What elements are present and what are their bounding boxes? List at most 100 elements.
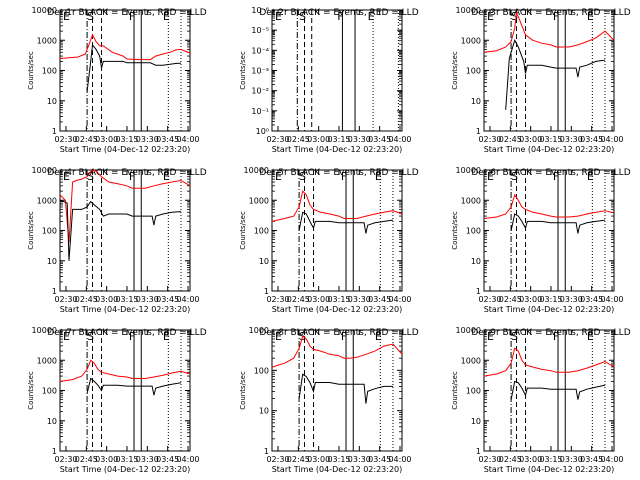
x-tick-label: 04:00 [600, 295, 623, 304]
x-tick-label: 03:15 [327, 295, 350, 304]
x-tick-label: 02:30 [478, 135, 501, 144]
x-tick-label: 03:45 [368, 295, 391, 304]
x-tick-label: 03:15 [539, 455, 562, 464]
x-axis-label: Start Time (04-Dec-12 02:23:20) [60, 145, 191, 154]
x-axis-label: Start Time (04-Dec-12 02:23:20) [484, 465, 615, 474]
x-tick-label: 03:45 [368, 455, 391, 464]
x-tick-label: 03:15 [327, 135, 350, 144]
x-tick-label: 02:45 [499, 455, 522, 464]
x-tick-label: 02:45 [499, 135, 522, 144]
series-events-line [510, 380, 606, 400]
marker-letter: S [511, 170, 518, 183]
marker-letter: E [163, 10, 170, 23]
x-tick-label: 04:00 [600, 455, 623, 464]
series-lld-line [59, 169, 191, 243]
corner-letter: E [487, 330, 494, 343]
y-axis-label: Counts/sec [27, 51, 35, 90]
x-tick-label: 03:00 [95, 455, 118, 464]
marker-letter: F [129, 170, 135, 183]
marker-letter: S [299, 170, 306, 183]
marker-letter: F [341, 330, 347, 343]
y-tick-label: 100 [466, 67, 481, 76]
series-events-line [298, 373, 393, 404]
marker-letter: S [87, 170, 94, 183]
marker-letter: F [129, 10, 135, 23]
x-axis-label: Start Time (04-Dec-12 02:23:20) [484, 305, 615, 314]
x-tick-label: 03:30 [560, 455, 583, 464]
x-axis-label: Start Time (04-Dec-12 02:23:20) [60, 465, 191, 474]
y-tick-label: 10 [259, 257, 269, 266]
x-tick-label: 03:00 [95, 295, 118, 304]
corner-letter: E [487, 170, 494, 183]
y-tick-label: 10⁻² [251, 87, 269, 96]
x-tick-label: 04:00 [600, 135, 623, 144]
plot-frame [59, 169, 191, 292]
y-tick-label: 100 [466, 227, 481, 236]
series-lld-line [271, 335, 403, 368]
y-axis-label: Counts/sec [27, 211, 35, 250]
panel-det-8: Det 8r BLACK = Events, RED = LLD11010010… [239, 326, 419, 474]
marker-letter: E [163, 330, 170, 343]
panel-det-4: Det 4r BLACK = Events, RED = LLD11010010… [27, 166, 207, 314]
y-tick-label: 10000 [32, 166, 57, 175]
series-lld-line [483, 11, 615, 53]
y-axis-label: Counts/sec [27, 371, 35, 410]
y-tick-label: 10⁻⁶ [251, 6, 269, 15]
y-tick-label: 10000 [456, 6, 481, 15]
x-tick-label: 04:00 [176, 135, 199, 144]
corner-letter: E [63, 170, 70, 183]
x-tick-label: 02:45 [287, 135, 310, 144]
marker-letter: F [341, 170, 347, 183]
marker-letter: S [87, 10, 94, 23]
y-tick-label: 100 [466, 387, 481, 396]
corner-letter: E [63, 10, 70, 23]
x-axis-label: Start Time (04-Dec-12 02:23:20) [272, 465, 403, 474]
series-lld-line [483, 193, 615, 219]
x-tick-label: 03:30 [560, 135, 583, 144]
x-tick-label: 04:00 [388, 135, 411, 144]
plot-frame [483, 169, 615, 292]
x-tick-label: 02:45 [75, 455, 98, 464]
panel-det-6: Det 6r BLACK = Events, RED = LLD11010010… [451, 166, 631, 314]
plot-frame [271, 329, 403, 452]
x-tick-label: 03:30 [348, 455, 371, 464]
x-tick-label: 03:15 [115, 135, 138, 144]
x-tick-label: 03:30 [348, 135, 371, 144]
x-tick-label: 02:30 [266, 135, 289, 144]
x-tick-label: 02:30 [54, 455, 77, 464]
y-tick-label: 1000 [37, 196, 57, 205]
x-tick-label: 04:00 [388, 295, 411, 304]
x-axis-label: Start Time (04-Dec-12 02:23:20) [272, 145, 403, 154]
y-tick-label: 1000 [37, 356, 57, 365]
plot-frame [59, 9, 191, 132]
x-tick-label: 02:30 [266, 295, 289, 304]
marker-letter: F [553, 10, 559, 23]
x-tick-label: 03:30 [348, 295, 371, 304]
y-tick-label: 1000 [461, 36, 481, 45]
series-events-line [86, 377, 182, 396]
y-tick-label: 10 [47, 97, 57, 106]
y-tick-label: 1 [264, 447, 269, 456]
x-tick-label: 03:30 [136, 455, 159, 464]
y-tick-label: 1 [52, 127, 57, 136]
series-events-line [59, 199, 182, 261]
y-tick-label: 10000 [244, 166, 269, 175]
x-tick-label: 03:00 [307, 455, 330, 464]
y-tick-label: 10 [259, 407, 269, 416]
x-tick-label: 03:00 [519, 135, 542, 144]
corner-letter: E [275, 330, 282, 343]
series-lld-line [483, 347, 615, 377]
y-axis-label: Counts/sec [451, 51, 459, 90]
y-tick-label: 10000 [456, 326, 481, 335]
y-tick-label: 10⁻¹ [251, 107, 269, 116]
x-tick-label: 03:15 [115, 455, 138, 464]
marker-letter: S [299, 10, 306, 23]
y-tick-label: 1000 [37, 36, 57, 45]
x-tick-label: 04:00 [176, 455, 199, 464]
y-axis-label: Counts/sec [451, 211, 459, 250]
x-tick-label: 03:15 [539, 135, 562, 144]
series-events-line [86, 43, 182, 92]
marker-letter: S [511, 10, 518, 23]
x-tick-label: 03:45 [156, 455, 179, 464]
series-events-line [510, 213, 606, 234]
